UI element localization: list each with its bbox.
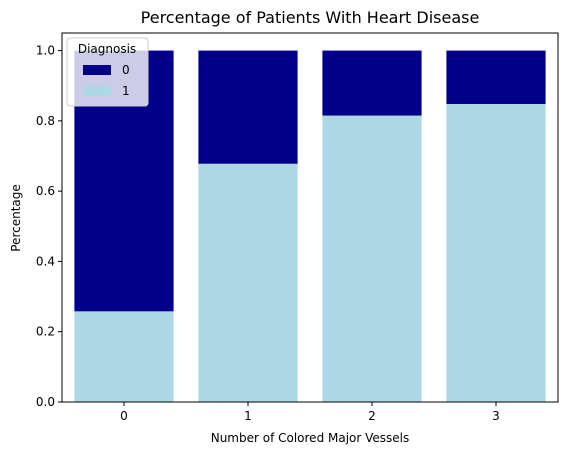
- bar-1-cat-3: [446, 103, 546, 402]
- x-tick-label: 0: [120, 409, 128, 423]
- legend-label-0: 0: [122, 63, 130, 77]
- x-tick-label: 3: [492, 409, 500, 423]
- x-axis-ticks: 0 1 2 3: [120, 402, 500, 423]
- y-tick-label: 1.0: [36, 44, 55, 58]
- bars-group: [74, 50, 546, 402]
- bar-1-cat-2: [322, 115, 422, 402]
- y-axis-ticks: 0.0 0.2 0.4 0.6 0.8 1.0: [36, 44, 62, 409]
- plot-frame: [61, 32, 559, 403]
- bar-1-cat-0: [74, 311, 174, 402]
- y-tick-label: 0.4: [36, 254, 55, 268]
- legend: Diagnosis 0 1: [66, 37, 149, 107]
- chart-title: Percentage of Patients With Heart Diseas…: [141, 8, 480, 27]
- bar-0-cat-3: [446, 50, 546, 104]
- y-axis-label: Percentage: [9, 184, 23, 252]
- legend-label-1: 1: [122, 84, 130, 98]
- x-tick-label: 2: [368, 409, 376, 423]
- legend-title: Diagnosis: [78, 42, 136, 56]
- y-tick-label: 0.6: [36, 184, 55, 198]
- bar-0-cat-1: [198, 50, 298, 164]
- legend-swatch-0: [83, 65, 111, 75]
- y-tick-label: 0.0: [36, 395, 55, 409]
- x-axis-label: Number of Colored Major Vessels: [211, 431, 410, 445]
- y-tick-label: 0.8: [36, 114, 55, 128]
- y-tick-label: 0.2: [36, 325, 55, 339]
- bar-0-cat-2: [322, 50, 422, 116]
- legend-swatch-1: [83, 86, 111, 96]
- bar-1-cat-1: [198, 163, 298, 402]
- x-tick-label: 1: [244, 409, 252, 423]
